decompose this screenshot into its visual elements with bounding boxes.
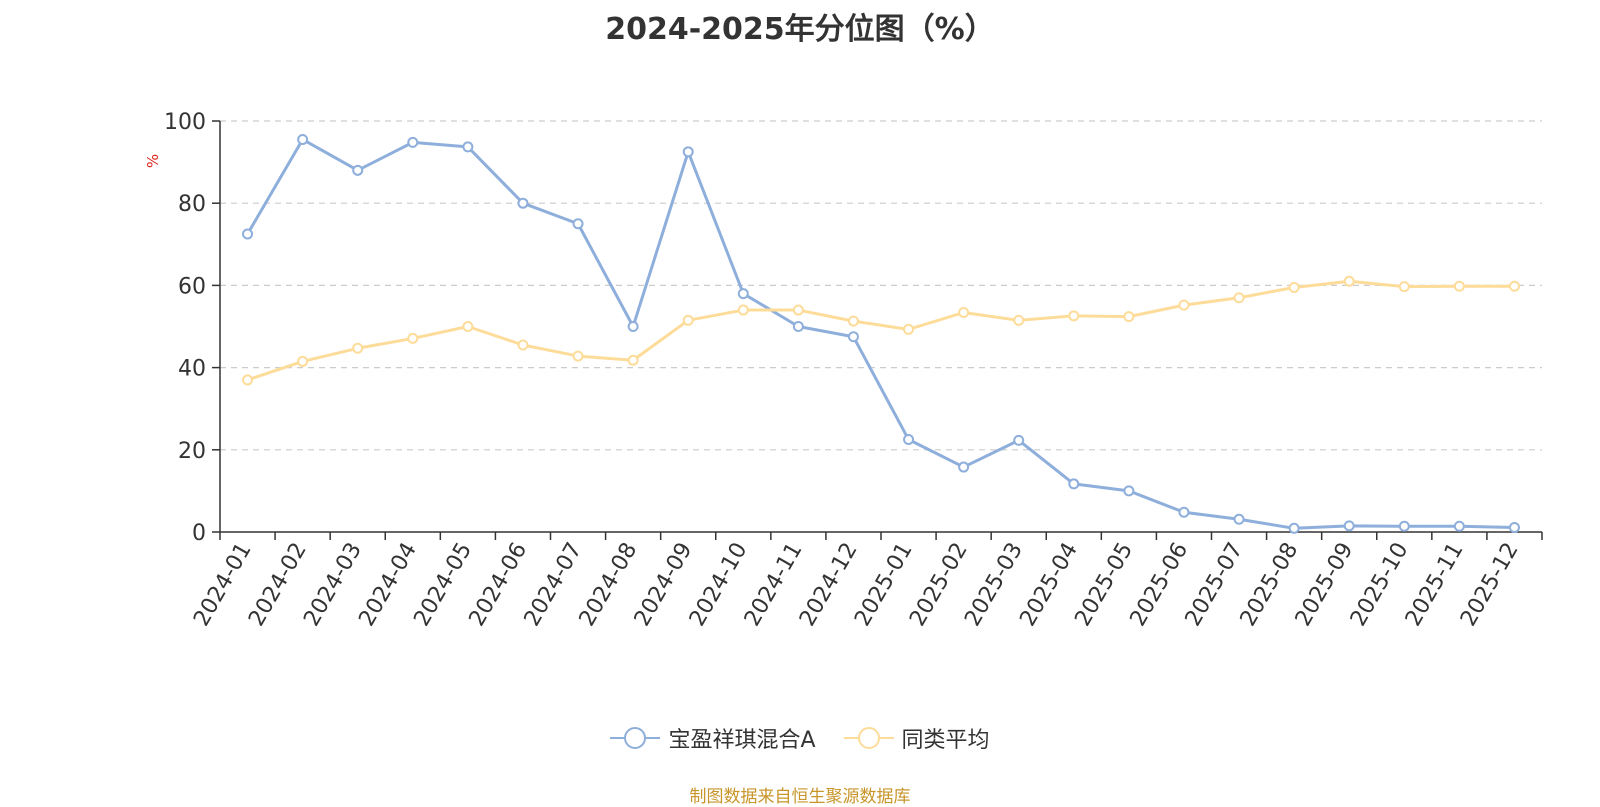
data-point-0 — [1343, 520, 1355, 532]
data-point-0 — [847, 331, 859, 343]
data-point-1 — [297, 355, 309, 367]
data-point-1 — [1233, 292, 1245, 304]
data-point-0 — [242, 228, 254, 240]
data-point-0 — [407, 136, 419, 148]
chart-title: 2024-2025年分位图（%） — [605, 12, 995, 47]
data-point-1 — [407, 332, 419, 344]
data-point-1 — [1123, 311, 1135, 323]
data-point-0 — [958, 461, 970, 473]
y-tick-label: 60 — [178, 274, 206, 299]
data-point-1 — [1508, 280, 1520, 292]
data-point-0 — [792, 321, 804, 332]
data-point-1 — [847, 315, 859, 327]
legend-item-fund[interactable]: 宝盈祥琪混合A — [610, 722, 816, 754]
data-point-1 — [462, 321, 474, 332]
data-point-1 — [627, 354, 639, 366]
data-point-1 — [1288, 281, 1300, 293]
data-point-1 — [958, 307, 970, 319]
data-point-0 — [462, 141, 474, 153]
data-point-0 — [1233, 513, 1245, 525]
legend-item-average[interactable]: 同类平均 — [843, 722, 990, 754]
data-point-0 — [1453, 520, 1465, 532]
data-point-0 — [682, 146, 694, 158]
source-note: 制图数据来自恒生聚源数据库 — [689, 787, 911, 807]
data-point-1 — [517, 339, 529, 351]
data-point-1 — [1343, 275, 1355, 287]
data-point-1 — [1398, 281, 1410, 293]
data-point-0 — [1508, 521, 1520, 533]
data-point-1 — [1178, 299, 1190, 311]
data-point-1 — [737, 304, 749, 316]
y-tick-label: 20 — [178, 439, 206, 464]
data-point-0 — [903, 434, 915, 446]
data-point-1 — [242, 374, 254, 386]
data-point-1 — [682, 314, 694, 326]
data-point-0 — [1068, 478, 1080, 490]
legend-swatch-average — [843, 727, 894, 749]
data-point-0 — [1288, 522, 1300, 534]
data-point-1 — [1453, 280, 1465, 292]
data-point-1 — [572, 350, 584, 362]
data-point-0 — [1398, 520, 1410, 532]
y-tick-label: 80 — [178, 192, 206, 217]
data-point-1 — [1068, 310, 1080, 322]
data-point-0 — [572, 218, 584, 230]
data-point-0 — [517, 197, 529, 209]
data-point-1 — [903, 323, 915, 335]
series-line-1 — [247, 279, 1515, 382]
y-tick-label: 40 — [178, 357, 206, 382]
data-point-0 — [737, 288, 749, 300]
legend-label-fund: 宝盈祥琪混合A — [668, 728, 816, 753]
data-point-0 — [1123, 485, 1135, 497]
data-point-0 — [297, 133, 309, 145]
data-point-1 — [1013, 314, 1025, 326]
legend: 宝盈祥琪混合A 同类平均 — [0, 722, 1600, 754]
y-tick-label: 0 — [192, 521, 206, 546]
series-line-0 — [246, 137, 1515, 530]
legend-label-average: 同类平均 — [901, 728, 990, 753]
data-point-0 — [1178, 506, 1190, 518]
data-point-1 — [792, 304, 804, 316]
data-point-0 — [1013, 434, 1025, 446]
y-tick-label: 100 — [164, 110, 206, 135]
data-point-0 — [627, 321, 639, 332]
data-point-0 — [352, 164, 364, 176]
legend-swatch-fund — [610, 727, 661, 749]
data-point-1 — [352, 342, 364, 354]
